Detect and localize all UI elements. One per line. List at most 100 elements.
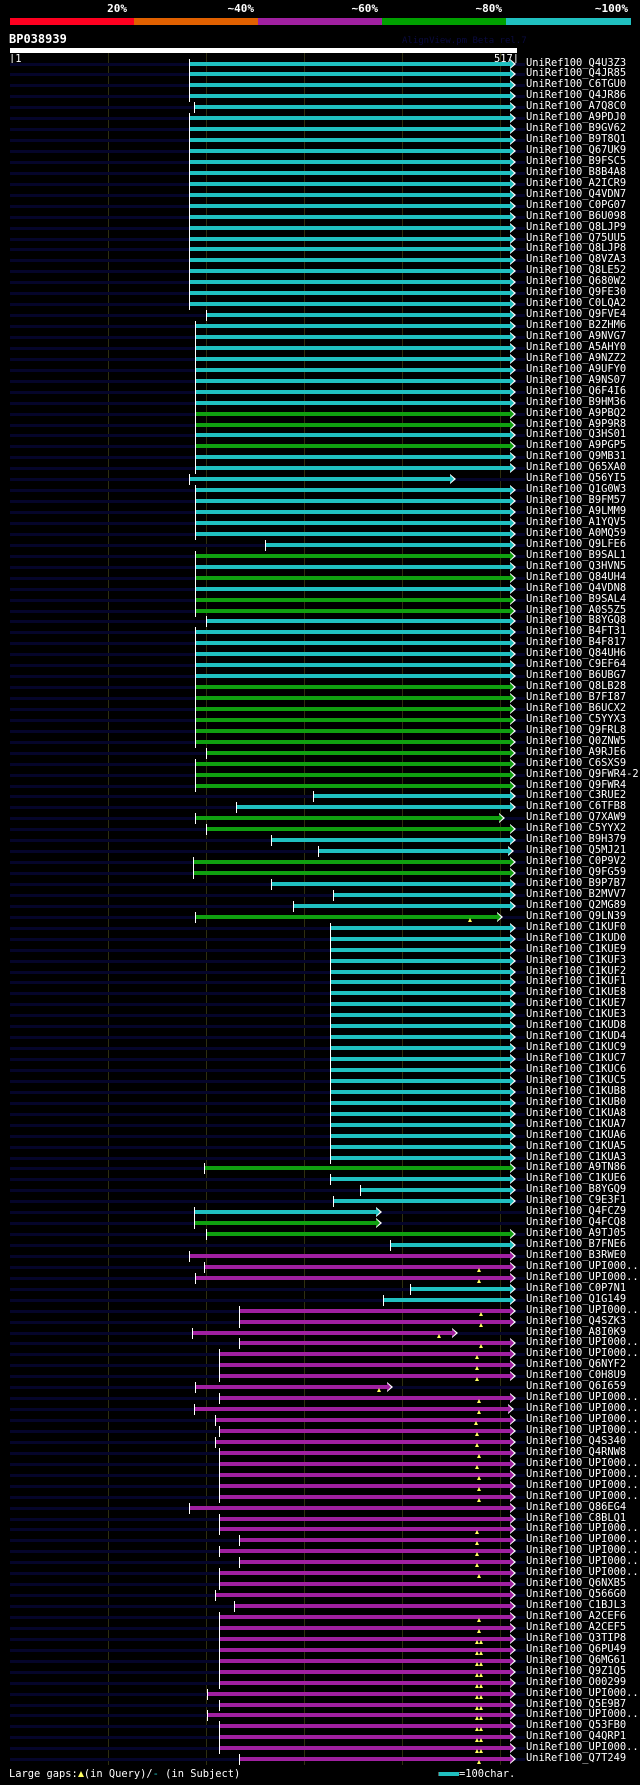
hit-row[interactable]: UniRef100_Q5E9B7 (0, 1697, 640, 1711)
hit-row[interactable]: UniRef100_Q8LJP9 (0, 221, 640, 234)
hit-label[interactable]: UniRef100_Q6NYF2 (526, 1358, 627, 1371)
hit-row[interactable]: UniRef100_A8I0K9 (0, 1326, 640, 1339)
hit-label[interactable]: UniRef100_B3RWE0 (526, 1248, 627, 1261)
hit-label[interactable]: UniRef100_B9GV62 (526, 122, 627, 135)
hit-label[interactable]: UniRef100_A9NS07 (526, 373, 627, 386)
hit-row[interactable]: UniRef100_Q4U3Z3 (0, 56, 640, 70)
hit-row[interactable]: UniRef100_C1KUC5 (0, 1074, 640, 1087)
hit-row[interactable]: UniRef100_C0PG07 (0, 199, 640, 212)
hit-label[interactable]: UniRef100_Q4U3Z3 (526, 56, 627, 69)
hit-row[interactable]: UniRef100_C1KUA7 (0, 1117, 640, 1131)
hit-label[interactable]: UniRef100_B4F817 (526, 636, 627, 649)
hit-row[interactable]: UniRef100_C0P9V2 (0, 855, 640, 869)
hit-row[interactable]: UniRef100_Q8VZA3 (0, 253, 640, 267)
hit-label[interactable]: UniRef100_C0P7N1 (526, 1281, 627, 1294)
hit-label[interactable]: UniRef100_Q5E9B7 (526, 1697, 627, 1710)
hit-row[interactable]: UniRef100_Q1G0W3 (0, 483, 640, 497)
hit-label[interactable]: UniRef100_C1KUE6 (526, 1172, 627, 1185)
hit-row[interactable]: UniRef100_UPI000.. (0, 1347, 640, 1361)
hit-label[interactable]: UniRef100_C1KUF2 (526, 964, 627, 977)
hit-row[interactable]: UniRef100_Q9FE30 (0, 286, 640, 300)
hit-label[interactable]: UniRef100_Q86EG4 (526, 1500, 627, 1513)
hit-row[interactable]: UniRef100_B9P7B7 (0, 877, 640, 890)
hit-row[interactable]: UniRef100_A5AHY0 (0, 341, 640, 354)
hit-label[interactable]: UniRef100_C1KUA7 (526, 1117, 627, 1130)
hit-row[interactable]: UniRef100_B8B4A8 (0, 166, 640, 179)
hit-label[interactable]: UniRef100_UPI000.. (526, 1489, 639, 1502)
hit-label[interactable]: UniRef100_Q6I659 (526, 1380, 627, 1393)
hit-label[interactable]: UniRef100_C1KUB0 (526, 1095, 627, 1108)
hit-row[interactable]: UniRef100_Q4S340 (0, 1435, 640, 1448)
hit-row[interactable]: UniRef100_A9TN86 (0, 1161, 640, 1175)
hit-row[interactable]: UniRef100_A9RJE6 (0, 746, 640, 759)
hit-row[interactable]: UniRef100_B7FI87 (0, 691, 640, 705)
hit-label[interactable]: UniRef100_C8BLQ1 (526, 1511, 627, 1524)
hit-row[interactable]: UniRef100_Q4FCZ9 (0, 1205, 640, 1219)
hit-row[interactable]: UniRef100_C1KUC9 (0, 1041, 640, 1055)
hit-row[interactable]: UniRef100_UPI000.. (0, 1260, 640, 1273)
hit-label[interactable]: UniRef100_B8YGQ8 (526, 614, 627, 627)
hit-label[interactable]: UniRef100_UPI000.. (526, 1522, 639, 1535)
hit-label[interactable]: UniRef100_C1KUA6 (526, 1128, 627, 1141)
hit-row[interactable]: UniRef100_A2CEF5 (0, 1621, 640, 1634)
hit-row[interactable]: UniRef100_Q9LN39 (0, 909, 640, 923)
hit-label[interactable]: UniRef100_UPI000.. (526, 1402, 639, 1415)
hit-label[interactable]: UniRef100_Q8LE52 (526, 264, 627, 277)
hit-label[interactable]: UniRef100_A9PBQ2 (526, 406, 627, 419)
hit-label[interactable]: UniRef100_Q4QRP1 (526, 1730, 627, 1743)
hit-row[interactable]: UniRef100_C1KUE3 (0, 1008, 640, 1022)
hit-label[interactable]: UniRef100_UPI000.. (526, 1555, 639, 1568)
hit-row[interactable]: UniRef100_A9P9R8 (0, 418, 640, 431)
hit-row[interactable]: UniRef100_Q0ZNW5 (0, 735, 640, 748)
hit-label[interactable]: UniRef100_Q75UU5 (526, 231, 627, 244)
hit-row[interactable]: UniRef100_UPI000.. (0, 1741, 640, 1755)
hit-label[interactable]: UniRef100_C1KUE8 (526, 986, 627, 999)
hit-row[interactable]: UniRef100_Q65XA0 (0, 461, 640, 475)
hit-row[interactable]: UniRef100_Q5MJ21 (0, 844, 640, 858)
hit-row[interactable]: UniRef100_C1KUD4 (0, 1030, 640, 1044)
hit-row[interactable]: UniRef100_C6TFB8 (0, 800, 640, 814)
hit-row[interactable]: UniRef100_Q3TIP8 (0, 1632, 640, 1645)
hit-label[interactable]: UniRef100_Q9LN39 (526, 909, 627, 922)
hit-row[interactable]: UniRef100_Q3HS01 (0, 428, 640, 442)
hit-label[interactable]: UniRef100_C1KUD8 (526, 1019, 627, 1032)
hit-row[interactable]: UniRef100_Q6NYF2 (0, 1358, 640, 1372)
hit-label[interactable]: UniRef100_Q7T249 (526, 1752, 627, 1765)
hit-row[interactable]: UniRef100_UPI000.. (0, 1478, 640, 1492)
hit-label[interactable]: UniRef100_A9PGP5 (526, 439, 627, 452)
hit-row[interactable]: UniRef100_C1KUD0 (0, 932, 640, 945)
hit-label[interactable]: UniRef100_Q2MG89 (526, 898, 627, 911)
hit-row[interactable]: UniRef100_Q8LE52 (0, 264, 640, 278)
hit-row[interactable]: UniRef100_Q7T249 (0, 1752, 640, 1766)
hit-label[interactable]: UniRef100_Q680W2 (526, 275, 627, 288)
hit-row[interactable]: UniRef100_Q9FG59 (0, 866, 640, 880)
hit-label[interactable]: UniRef100_C1KUC7 (526, 1052, 627, 1065)
hit-row[interactable]: UniRef100_B3RWE0 (0, 1248, 640, 1262)
hit-label[interactable]: UniRef100_Q566G0 (526, 1588, 627, 1601)
hit-label[interactable]: UniRef100_C6TGU0 (526, 78, 627, 91)
hit-row[interactable]: UniRef100_C6SXS9 (0, 757, 640, 770)
hit-label[interactable]: UniRef100_Q8LJP8 (526, 242, 627, 255)
hit-label[interactable]: UniRef100_C1KUA8 (526, 1106, 627, 1119)
hit-label[interactable]: UniRef100_C1BJL3 (526, 1599, 627, 1612)
hit-row[interactable]: UniRef100_UPI000.. (0, 1413, 640, 1427)
hit-label[interactable]: UniRef100_Q9FE30 (526, 286, 627, 299)
hit-row[interactable]: UniRef100_Q6MG61 (0, 1654, 640, 1667)
hit-label[interactable]: UniRef100_Q1G0W3 (526, 483, 627, 496)
hit-label[interactable]: UniRef100_C9E3F1 (526, 1194, 627, 1207)
hit-row[interactable]: UniRef100_A2ICR9 (0, 177, 640, 190)
hit-label[interactable]: UniRef100_B7FNE6 (526, 1238, 627, 1251)
hit-row[interactable]: UniRef100_Q4RNW8 (0, 1445, 640, 1459)
hit-label[interactable]: UniRef100_Q4RNW8 (526, 1445, 627, 1458)
hit-row[interactable]: UniRef100_A9NS07 (0, 373, 640, 387)
hit-label[interactable]: UniRef100_C5YYX2 (526, 822, 627, 835)
hit-label[interactable]: UniRef100_UPI000.. (526, 1478, 639, 1491)
hit-row[interactable]: UniRef100_C9E3F1 (0, 1194, 640, 1208)
hit-label[interactable]: UniRef100_Q3HS01 (526, 428, 627, 441)
hit-row[interactable]: UniRef100_C1KUB8 (0, 1085, 640, 1098)
hit-label[interactable]: UniRef100_UPI000.. (526, 1533, 639, 1546)
hit-label[interactable]: UniRef100_UPI000.. (526, 1544, 639, 1557)
hit-row[interactable]: UniRef100_C1KUF2 (0, 964, 640, 978)
hit-label[interactable]: UniRef100_UPI000.. (526, 1424, 639, 1436)
hit-label[interactable]: UniRef100_Q53FB0 (526, 1719, 627, 1732)
